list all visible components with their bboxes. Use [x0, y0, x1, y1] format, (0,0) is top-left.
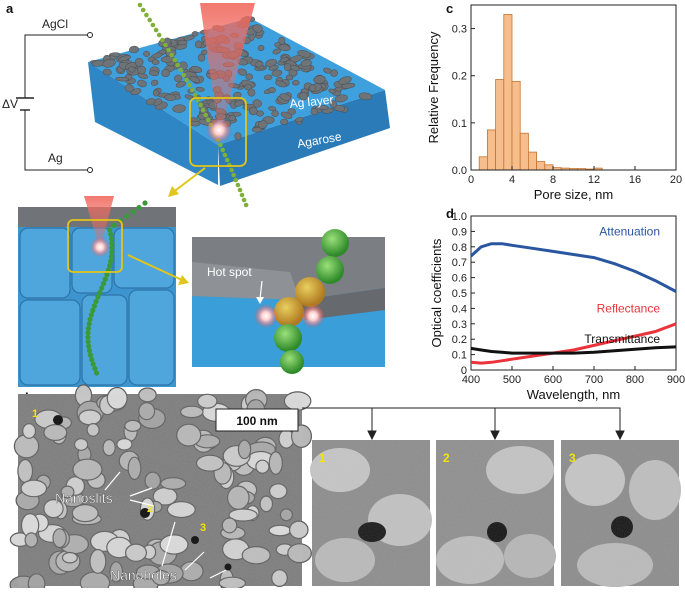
- inset-label-2: 2: [443, 451, 450, 465]
- x-axis-label: Wavelength, nm: [527, 387, 620, 402]
- x-tick-label: 12: [588, 174, 600, 186]
- y-tick-label: 0.4: [452, 303, 467, 315]
- zoom-box: [189, 97, 247, 167]
- histogram-bar: [511, 80, 521, 171]
- inset-label-3: 3: [569, 451, 576, 465]
- histogram-bar: [495, 79, 505, 171]
- series-line-attenuation: [470, 242, 677, 293]
- y-tick-label: 0.2: [452, 71, 467, 83]
- x-tick-label: 700: [585, 374, 603, 386]
- y-tick-label: 0.8: [452, 242, 467, 254]
- inset-connector: [302, 407, 625, 441]
- panel-label-d: d: [446, 206, 454, 221]
- y-tick-label: 0.1: [452, 350, 467, 362]
- inset-2: [436, 440, 556, 586]
- hotspot-label: Hot spot: [207, 265, 252, 279]
- y-tick-label: 1.0: [452, 211, 467, 223]
- panel-label-c: c: [446, 1, 453, 16]
- voltage-label: ΔV: [2, 97, 18, 111]
- sem-marker-3: 3: [200, 522, 206, 534]
- ag-layer-label: Ag layer: [289, 92, 334, 111]
- panel-a: a AgCl ΔV Ag Ag layer Agarose: [2, 1, 390, 387]
- histogram-bar: [503, 14, 513, 171]
- scalebar-label: 100 nm: [236, 414, 277, 428]
- panel-c: c 0 4 8 12 16 20 0.0 0.1 0.2 0.3 Pore size, nm Rela…: [426, 1, 682, 202]
- histogram-bar: [536, 161, 546, 171]
- electrode-agcl-label: AgCl: [42, 17, 68, 31]
- zoom-arrow-2-head: [178, 275, 189, 285]
- y-tick-label: 0.1: [452, 118, 467, 130]
- y-tick-label: 0.3: [452, 24, 467, 36]
- x-tick-label: 8: [550, 174, 556, 186]
- zoom-arrow-2: [127, 254, 183, 281]
- x-axis-label: Pore size, nm: [534, 187, 613, 202]
- y-tick-label: 0.5: [452, 288, 467, 300]
- y-axis-label: Relative Frequency: [426, 31, 441, 143]
- plot-frame: [470, 215, 677, 371]
- dna-strand: [137, 2, 249, 208]
- x-tick-label: 600: [544, 374, 562, 386]
- nanoholes-label: Nanoholes: [110, 567, 177, 583]
- panel-b: b 1 2 3 100 nm Nanoslits Nanoholes: [9, 384, 681, 593]
- y-tick-label: 0.7: [452, 257, 467, 269]
- histogram-bar: [544, 164, 554, 171]
- scalebar-box: [215, 408, 299, 432]
- membrane-slab: [88, 15, 390, 186]
- y-tick-label: 0.2: [452, 334, 467, 346]
- histogram-bar: [519, 132, 529, 171]
- series-label-attenuation: Attenuation: [599, 224, 660, 238]
- x-tick-label: 20: [670, 174, 682, 186]
- series-label-reflectance: Reflectance: [597, 301, 661, 315]
- laser-beam: [200, 3, 255, 128]
- panel-d: d 400 500 600 700 800 900 0 0.1 0.2 0.3 0.4 0.5 0.6 0…: [429, 206, 685, 402]
- y-tick-label: 0.0: [452, 165, 467, 177]
- inset-1: [310, 440, 432, 586]
- histogram-chart: 0 4 8 12 16 20 0.0 0.1 0.2 0.3 Pore size, nm Relati…: [426, 4, 682, 202]
- x-tick-label: 400: [462, 374, 480, 386]
- sem-image: [9, 384, 313, 593]
- zoom-block: [18, 196, 176, 387]
- electrode-ag-label: Ag: [48, 151, 63, 165]
- histogram-bar: [528, 151, 538, 171]
- y-tick-label: 0.6: [452, 273, 467, 285]
- hotspot-glow: [206, 117, 232, 143]
- circuit: [16, 32, 93, 173]
- x-tick-label: 500: [503, 374, 521, 386]
- y-tick-label: 0: [461, 365, 467, 377]
- plot-frame: [470, 4, 677, 171]
- sem-marker-2: 2: [147, 503, 153, 515]
- y-tick-label: 0.9: [452, 226, 467, 238]
- panel-label-a: a: [6, 1, 14, 16]
- series-line-transmittance: [470, 345, 677, 355]
- histogram-bar: [478, 156, 488, 171]
- sem-marker-1: 1: [32, 408, 38, 420]
- optical-chart: 400 500 600 700 800 900 0 0.1 0.2 0.3 0.4 0.5 0.6 0.7…: [429, 211, 685, 402]
- x-tick-label: 0: [468, 174, 474, 186]
- histogram-bar: [486, 129, 496, 171]
- sem-pointers: [104, 471, 227, 579]
- inset-3: [561, 440, 681, 587]
- x-tick-label: 800: [626, 374, 644, 386]
- zoom-arrow-head: [168, 186, 179, 197]
- zoom-arrow: [171, 167, 206, 194]
- hotspot-closeup: [192, 229, 385, 374]
- series-label-transmittance: Transmittance: [584, 332, 660, 346]
- x-tick-label: 900: [667, 374, 685, 386]
- x-tick-label: 16: [629, 174, 641, 186]
- x-tick-label: 4: [509, 174, 515, 186]
- y-tick-label: 0.3: [452, 319, 467, 331]
- inset-label-1: 1: [319, 451, 326, 465]
- nanoslits-label: Nanoslits: [55, 490, 113, 506]
- y-axis-label: Optical coefficients: [429, 238, 444, 347]
